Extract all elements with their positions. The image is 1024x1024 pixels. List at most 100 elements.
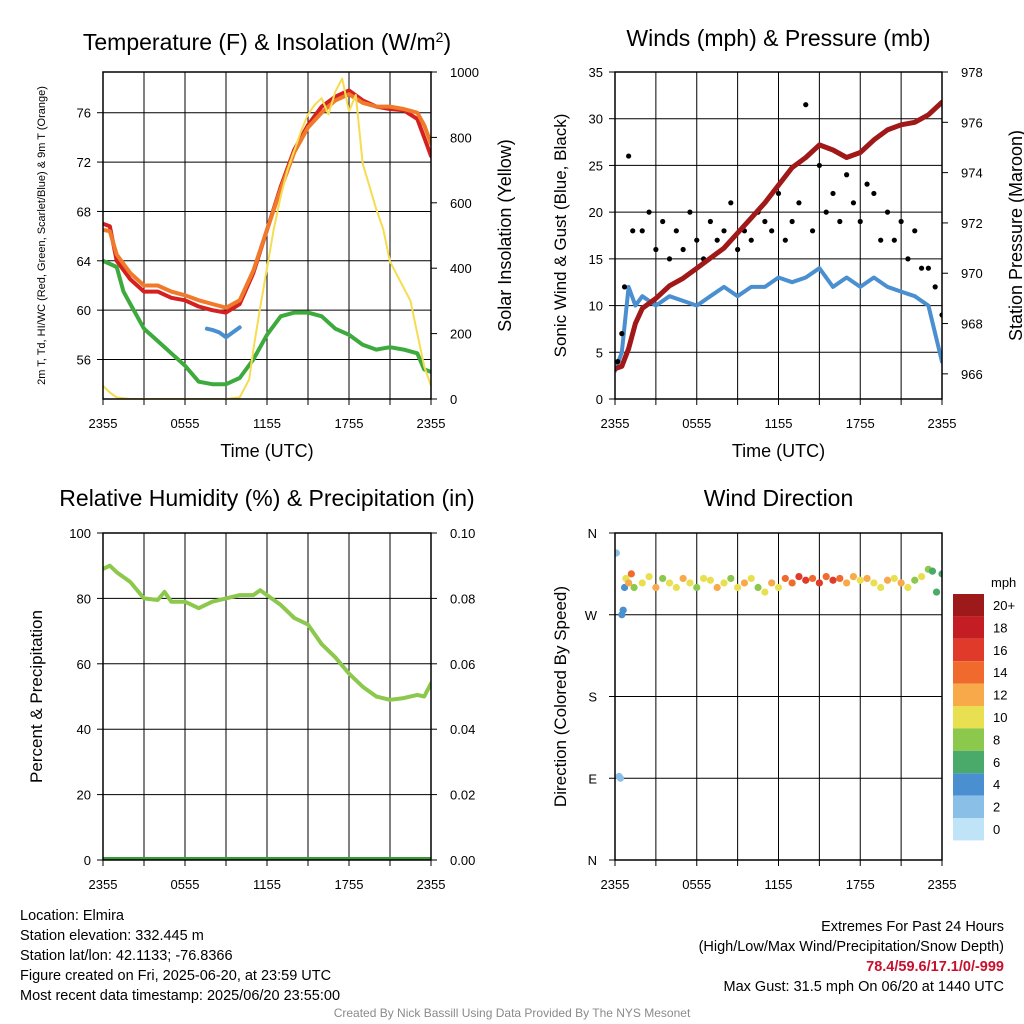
- x-tick-label: 2355: [417, 877, 446, 892]
- direction-point: [802, 576, 810, 584]
- y-tick-label: 56: [77, 353, 91, 368]
- y2-tick-label: 400: [450, 261, 472, 276]
- direction-point: [740, 579, 749, 587]
- gust-point: [823, 209, 829, 215]
- direction-point: [720, 579, 728, 587]
- series-line: [103, 92, 431, 310]
- y-tick-label: 100: [69, 526, 91, 541]
- direction-point: [747, 574, 755, 583]
- plot-frame: [614, 532, 943, 861]
- direction-point: [616, 774, 625, 782]
- y-tick-label: 35: [589, 65, 603, 80]
- legend-swatch: [953, 795, 984, 818]
- gust-point: [803, 102, 809, 108]
- y2-tick-label: 200: [450, 327, 472, 342]
- gust-point: [850, 200, 857, 206]
- gust-point: [714, 237, 720, 243]
- direction-point: [904, 583, 912, 592]
- legend-label: 20+: [993, 598, 1015, 613]
- direction-point: [679, 574, 687, 583]
- plot-frame: [614, 71, 943, 400]
- y2-tick-label: 0: [450, 392, 457, 407]
- direction-point: [877, 583, 885, 592]
- direction-point: [652, 583, 660, 592]
- direction-point: [645, 573, 653, 581]
- gust-point: [639, 228, 645, 234]
- direction-point: [630, 583, 638, 592]
- gust-point: [660, 218, 666, 225]
- legend-swatch: [953, 773, 984, 796]
- y-tick-label: 76: [77, 106, 91, 121]
- gust-point: [621, 284, 628, 290]
- x-tick-label: 2355: [928, 877, 957, 892]
- direction-point: [863, 574, 871, 583]
- x-axis-label: Time (UTC): [220, 441, 313, 461]
- gust-point: [782, 237, 788, 243]
- y2-tick-label: 978: [961, 65, 983, 80]
- extremes-values: 78.4/59.6/17.1/0/-999: [866, 959, 1004, 975]
- x-tick-label: 1155: [765, 416, 793, 431]
- y-axis-label: 2m T, Td, HI/WC (Red, Green, Scarlet/Blu…: [36, 86, 48, 385]
- legend-swatch: [953, 661, 984, 684]
- y-tick-label: 20: [589, 205, 603, 220]
- direction-point: [856, 576, 864, 584]
- created-text: Figure created on Fri, 2025-06-20, at 23…: [20, 968, 332, 984]
- legend-label: 14: [993, 665, 1007, 680]
- direction-point: [795, 573, 803, 581]
- y2-tick-label: 0.04: [450, 722, 475, 737]
- gust-point: [864, 181, 870, 187]
- x-tick-label: 0555: [682, 416, 711, 431]
- legend-swatch: [953, 616, 984, 639]
- legend-swatch: [953, 818, 984, 841]
- y-tick-label: 80: [77, 591, 91, 606]
- y-axis-label: Sonic Wind & Gust (Blue, Black): [551, 114, 570, 358]
- gust-point: [673, 228, 679, 234]
- plot-area: [615, 99, 942, 373]
- gust-point: [871, 190, 877, 197]
- gust-point: [925, 265, 931, 271]
- y2-axis-label: Station Pressure (Maroon): [1006, 130, 1024, 341]
- gust-point: [748, 237, 754, 243]
- direction-point: [870, 579, 878, 587]
- direction-point: [883, 576, 892, 584]
- gust-point: [898, 218, 904, 225]
- legend-swatch: [953, 638, 984, 662]
- direction-point: [638, 579, 646, 587]
- direction-point: [890, 574, 898, 583]
- y2-tick-label: 966: [961, 367, 983, 382]
- chart-title: Relative Humidity (%) & Precipitation (i…: [59, 485, 474, 511]
- legend-swatch: [953, 750, 984, 774]
- y2-tick-label: 972: [961, 216, 983, 231]
- gust-point: [844, 172, 850, 178]
- gust-point: [769, 228, 775, 234]
- gust-point: [646, 209, 652, 215]
- direction-point: [619, 606, 627, 614]
- series-line: [103, 77, 431, 399]
- y-axis-label: Percent & Precipitation: [27, 610, 46, 783]
- x-tick-label: 2355: [601, 877, 630, 892]
- y2-tick-label: 0.02: [450, 788, 475, 803]
- gust-point: [905, 256, 911, 262]
- extremes-info: Extremes For Past 24 Hours (High/Low/Max…: [699, 917, 1004, 997]
- y-tick-label: 10: [589, 299, 603, 314]
- y-tick-label: 5: [596, 345, 603, 360]
- direction-point: [911, 576, 919, 584]
- direction-point: [917, 573, 926, 581]
- y2-tick-label: 970: [961, 266, 983, 281]
- plot-area: [103, 563, 431, 860]
- legend-label: 6: [993, 755, 1000, 770]
- gust-point: [830, 190, 836, 197]
- direction-point: [706, 576, 714, 584]
- series-line: [615, 99, 942, 372]
- chart-title: Wind Direction: [704, 485, 854, 511]
- direction-point: [781, 574, 789, 583]
- direction-point: [727, 574, 735, 583]
- gust-point: [680, 246, 686, 253]
- direction-point: [768, 579, 776, 587]
- plot-frame: [102, 532, 432, 861]
- series-line: [204, 325, 242, 340]
- x-tick-label: 1755: [846, 416, 875, 431]
- gust-point: [653, 246, 659, 253]
- x-tick-label: 1155: [253, 877, 281, 892]
